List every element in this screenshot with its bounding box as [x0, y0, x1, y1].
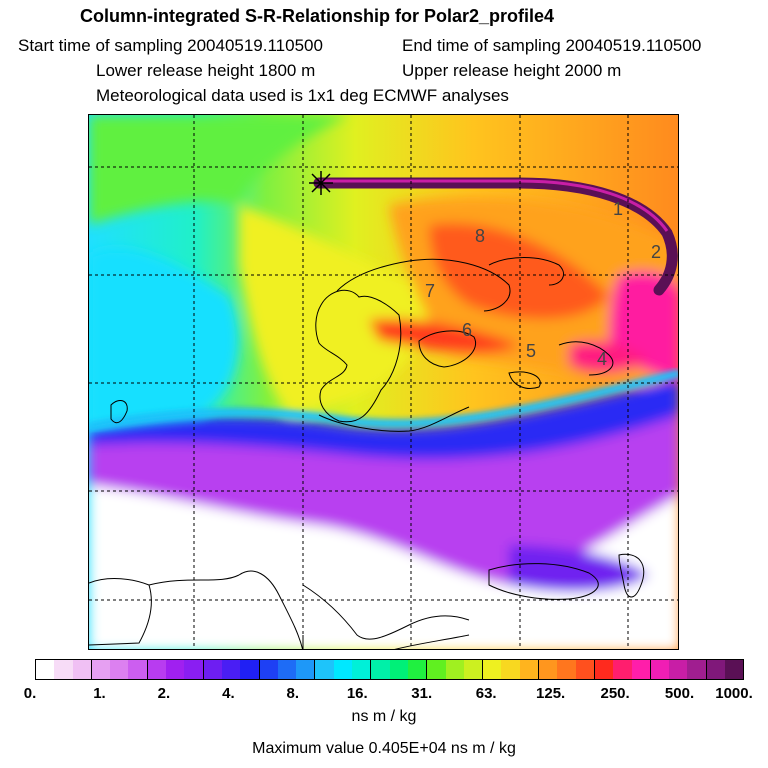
trajectory-label-4: 4 [597, 349, 607, 369]
field-magenta-4 [569, 340, 649, 373]
colorbar-cell [650, 660, 670, 679]
colorbar-tick-label: 16. [346, 685, 368, 702]
field-green-band [89, 115, 349, 225]
colorbar-cell [427, 660, 446, 679]
trajectory-label-6: 6 [462, 320, 472, 340]
colorbar-cell [147, 660, 167, 679]
colorbar-cell [613, 660, 632, 679]
colorbar-cell [501, 660, 520, 679]
lower-release-label: Lower release height 1800 m [96, 61, 316, 80]
release-point-star [309, 171, 333, 195]
colorbar-tick-label: 0. [23, 685, 37, 702]
field-blue-front [89, 377, 678, 460]
start-time-label: Start time of sampling 20040519.110500 [18, 36, 323, 55]
colorbar-cell [445, 660, 464, 679]
colorbar-cell [575, 660, 595, 679]
colorbar-cell [724, 660, 744, 679]
colorbar-tick-label: 125. [536, 685, 566, 702]
field-cyan-west [89, 248, 239, 425]
chart-title: Column-integrated S-R-Relationship for P… [80, 6, 555, 26]
colorbar-tick-label: 250. [600, 685, 630, 702]
colorbar-cell [203, 660, 222, 679]
colorbar-tick-label: 63. [475, 685, 497, 702]
colorbar-tick-label: 2. [157, 685, 171, 702]
colorbar-tick-label: 31. [411, 685, 433, 702]
colorbar-cell [36, 660, 55, 679]
trajectory-plume [313, 177, 678, 296]
coastline-blacksea [488, 563, 599, 600]
coastline-kola [488, 257, 564, 286]
colorbar-cell [296, 660, 316, 679]
coastline-russia-north [558, 341, 614, 376]
trajectory-plume-edge [319, 179, 669, 232]
colorbar-cell [221, 660, 241, 679]
field-purple-blobs [89, 415, 678, 585]
trajectory-label-2: 2 [651, 242, 661, 262]
colorbar-cell [539, 660, 558, 679]
colorbar-cell [389, 660, 408, 679]
colorbar-tick-label: 4. [222, 685, 235, 702]
colorbar-cell [333, 660, 353, 679]
colorbar-cell [706, 660, 725, 679]
colorbar-cell [128, 660, 148, 679]
colorbar-cell [259, 660, 278, 679]
colorbar-cell [407, 660, 428, 679]
colorbar [35, 659, 744, 680]
coastline-balkans [302, 584, 470, 640]
colorbar-cell [110, 660, 129, 679]
colorbar-cell [91, 660, 111, 679]
colorbar-cell [687, 660, 707, 679]
colorbar-cell [240, 660, 260, 679]
upper-release-label: Upper release height 2000 m [402, 61, 622, 80]
colorbar-cell [277, 660, 297, 679]
coastline-britain [110, 399, 128, 424]
coastline-whitesea [508, 371, 541, 389]
coastline-baltic [318, 406, 470, 432]
colorbar-cell [54, 660, 73, 679]
coastline-caspian [618, 553, 645, 598]
colorbar-cell [166, 660, 185, 679]
coastline-italy [238, 570, 303, 649]
colorbar-cell [594, 660, 614, 679]
colorbar-tick-label: 500. [664, 685, 695, 702]
coastline-finland [418, 330, 477, 368]
met-data-label: Meteorological data used is 1x1 deg ECMW… [96, 86, 509, 105]
colorbar-cell [631, 660, 651, 679]
field-front-edge [89, 369, 678, 431]
trajectory-label-5: 5 [526, 341, 536, 361]
colorbar-cell [463, 660, 484, 679]
trajectory-label-7: 7 [425, 281, 435, 301]
colorbar-tick-label: 1. [93, 685, 106, 702]
colorbar-cell [315, 660, 334, 679]
trajectory-label-1: 1 [613, 199, 623, 219]
sensitivity-map: 1 2 4 5 6 7 8 [88, 114, 679, 650]
field-red-streak [369, 319, 519, 353]
colorbar-cell [371, 660, 390, 679]
coastline-scandinavia [315, 289, 402, 423]
colorbar-cell [352, 660, 372, 679]
colorbar-cell [72, 660, 92, 679]
colorbar-cell [557, 660, 576, 679]
colorbar-tick-label: 8. [286, 685, 300, 702]
end-time-label: End time of sampling 20040519.110500 [402, 36, 702, 55]
colorbar-cell [669, 660, 688, 679]
colorbar-units: ns m / kg [351, 708, 417, 725]
field-red-core [429, 223, 609, 319]
colorbar-cell [184, 660, 204, 679]
colorbar-cell [483, 660, 502, 679]
colorbar-cell [519, 660, 540, 679]
trajectory-label-8: 8 [475, 226, 485, 246]
field-yellow-center [239, 205, 427, 415]
field-purple-east [509, 545, 649, 592]
coastline-norway [336, 258, 511, 312]
max-value-label: Maximum value 0.405E+04 ns m / kg [252, 740, 516, 757]
colorbar-tick-label: 1000. [715, 685, 753, 702]
coastline-mediterranean [148, 574, 470, 649]
